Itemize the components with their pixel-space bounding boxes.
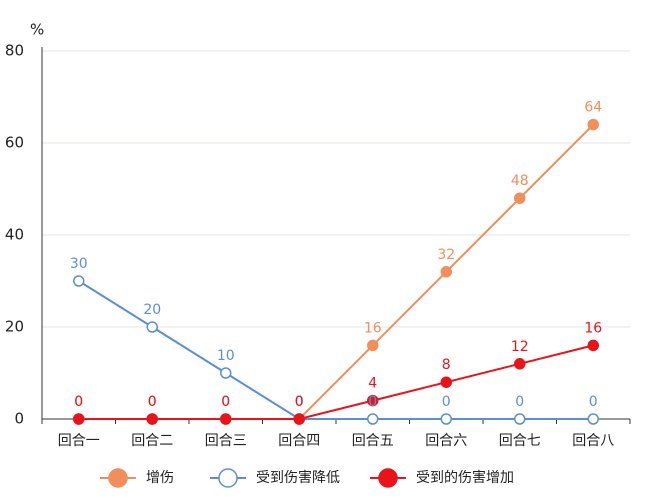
data-point [587, 118, 599, 131]
y-tick-label: 60 [5, 134, 24, 152]
legend-label: 受到的伤害增加 [416, 470, 514, 486]
data-point [146, 321, 158, 333]
data-label: 0 [148, 394, 157, 410]
x-tick-label: 回合五 [352, 433, 394, 449]
data-label: 0 [295, 394, 304, 410]
series-line [78, 280, 594, 420]
data-point [73, 413, 85, 425]
x-tick-label: 回合一 [58, 433, 100, 449]
data-label: 0 [515, 394, 524, 410]
data-label: 0 [221, 394, 230, 410]
data-label: 10 [217, 348, 235, 364]
data-label: 64 [584, 100, 602, 116]
data-point [73, 275, 85, 287]
legend-marker [108, 468, 128, 488]
data-point [220, 367, 232, 379]
data-point [514, 192, 526, 204]
data-label: 16 [364, 320, 382, 336]
data-label: 0 [442, 394, 451, 410]
data-label: 20 [143, 302, 161, 318]
data-label: 0 [589, 394, 598, 410]
y-tick-label: 20 [5, 318, 24, 336]
data-label: 16 [584, 320, 602, 336]
data-label: 0 [74, 394, 83, 410]
x-tick-label: 回合二 [131, 433, 173, 449]
data-label: 32 [437, 247, 455, 263]
data-point [367, 394, 379, 407]
data-point [514, 413, 526, 425]
series-line [78, 344, 594, 420]
legend-marker [218, 468, 238, 488]
series-line [78, 123, 594, 420]
data-point [440, 376, 452, 388]
data-label: 0 [221, 394, 230, 410]
data-label: 0 [295, 394, 304, 410]
legend-marker [378, 468, 398, 488]
y-tick-label: 40 [5, 226, 24, 244]
data-label: 8 [442, 357, 451, 373]
data-label: 0 [148, 394, 157, 410]
data-point [220, 413, 232, 425]
data-label: 0 [74, 394, 83, 410]
data-point [514, 358, 526, 370]
data-label: 0 [368, 394, 377, 410]
y-axis-label: % [30, 21, 44, 39]
data-point [440, 266, 452, 278]
data-label: 48 [511, 173, 529, 189]
data-point [587, 339, 599, 352]
data-point [293, 413, 305, 425]
data-label: 0 [295, 394, 304, 410]
x-tick-label: 回合六 [425, 433, 467, 449]
x-tick-label: 回合四 [278, 433, 320, 449]
x-tick-label: 回合八 [572, 433, 614, 449]
legend-label: 增伤 [146, 470, 174, 486]
y-tick-label: 0 [14, 410, 24, 428]
data-label: 4 [368, 376, 377, 392]
data-label: 12 [511, 339, 529, 355]
x-tick-label: 回合三 [205, 433, 247, 449]
data-point [367, 339, 379, 352]
legend-label: 受到伤害降低 [256, 470, 340, 486]
x-tick-label: 回合七 [499, 433, 541, 449]
data-point [440, 413, 452, 425]
data-point [367, 413, 379, 425]
data-label: 30 [70, 256, 88, 272]
y-tick-label: 80 [5, 42, 24, 60]
data-point [587, 413, 599, 425]
data-point [146, 413, 158, 425]
